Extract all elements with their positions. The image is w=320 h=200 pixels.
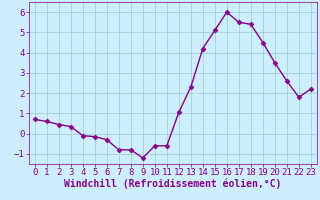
X-axis label: Windchill (Refroidissement éolien,°C): Windchill (Refroidissement éolien,°C) <box>64 179 282 189</box>
